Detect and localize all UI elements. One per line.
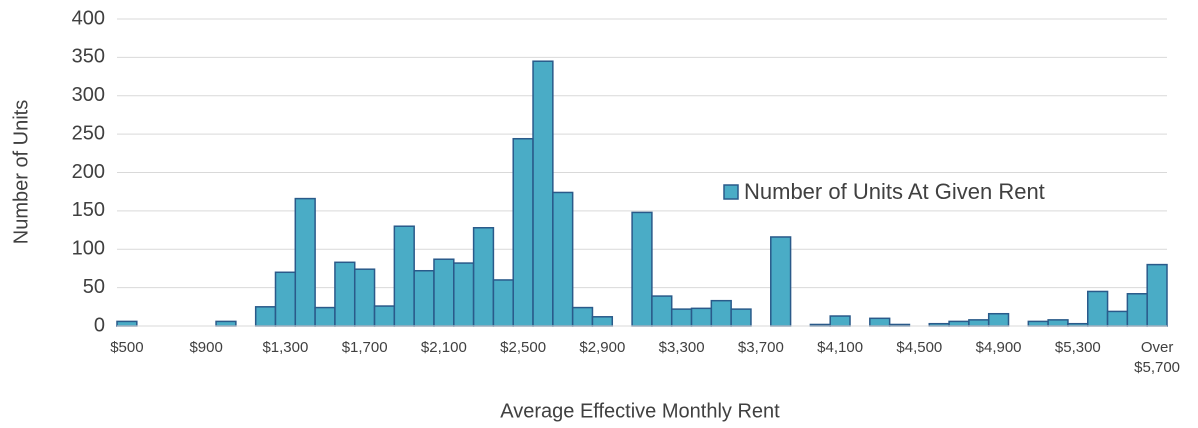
x-tick-label: $1,700 <box>341 339 388 356</box>
y-tick-label: 200 <box>72 161 105 183</box>
bar <box>1027 320 1049 327</box>
x-tick-label: $4,100 <box>817 339 864 356</box>
x-tick-label: $5,300 <box>1054 339 1101 356</box>
bar <box>730 308 752 327</box>
bar <box>571 306 594 327</box>
y-tick-label: 100 <box>72 238 105 260</box>
bar <box>631 211 653 327</box>
bar <box>651 295 673 327</box>
bar <box>987 312 1010 327</box>
bar <box>334 261 356 327</box>
y-axis-title: Number of Units <box>10 100 32 245</box>
legend-swatch <box>723 184 739 200</box>
x-tick-label: Over $5,700 <box>1134 339 1181 376</box>
x-tick-label: $4,500 <box>896 339 943 356</box>
x-tick-label: $2,900 <box>579 339 626 356</box>
bar <box>1146 263 1168 327</box>
bar <box>492 279 514 327</box>
bar <box>1047 319 1069 327</box>
legend-label: Number of Units At Given Rent <box>744 179 1045 204</box>
bar <box>274 271 297 327</box>
x-tick-label: $2,500 <box>500 339 547 356</box>
bar <box>215 320 237 327</box>
y-tick-label: 0 <box>94 314 105 336</box>
y-tick-label: 250 <box>72 122 105 144</box>
bar <box>591 316 614 327</box>
bar <box>690 307 713 327</box>
x-tick-label: $3,300 <box>658 339 705 356</box>
bar <box>869 317 891 327</box>
y-tick-label: 350 <box>72 46 105 68</box>
y-tick-label: 300 <box>72 84 105 106</box>
bar <box>373 305 396 327</box>
x-tick-label: $3,700 <box>737 339 784 356</box>
y-tick-label: 400 <box>72 7 105 29</box>
bar <box>552 191 574 327</box>
bar <box>314 306 336 327</box>
bar <box>472 227 495 327</box>
bar <box>710 299 732 327</box>
x-axis-title: Average Effective Monthly Rent <box>500 400 780 422</box>
bar <box>948 320 970 327</box>
x-tick-label: $500 <box>110 339 144 356</box>
bar <box>393 225 415 327</box>
bar <box>1126 293 1148 327</box>
x-tick-label: $900 <box>189 339 223 356</box>
bar <box>254 306 277 327</box>
bar <box>770 236 792 327</box>
x-tick-label: $4,900 <box>975 339 1022 356</box>
bar <box>532 60 554 327</box>
bar <box>433 258 455 327</box>
bar <box>670 308 693 327</box>
bar <box>413 269 435 327</box>
bar <box>116 320 138 327</box>
bar <box>453 262 475 327</box>
bar <box>512 137 534 327</box>
x-tick-label: $2,100 <box>420 339 467 356</box>
bar <box>1087 290 1109 327</box>
x-tick-label: $1,300 <box>262 339 309 356</box>
bar <box>968 319 990 327</box>
bar <box>1106 310 1129 327</box>
y-tick-label: 150 <box>72 199 105 221</box>
y-tick-label: 50 <box>83 276 105 298</box>
bar <box>353 268 376 327</box>
bar <box>829 315 851 327</box>
bar <box>294 197 316 327</box>
